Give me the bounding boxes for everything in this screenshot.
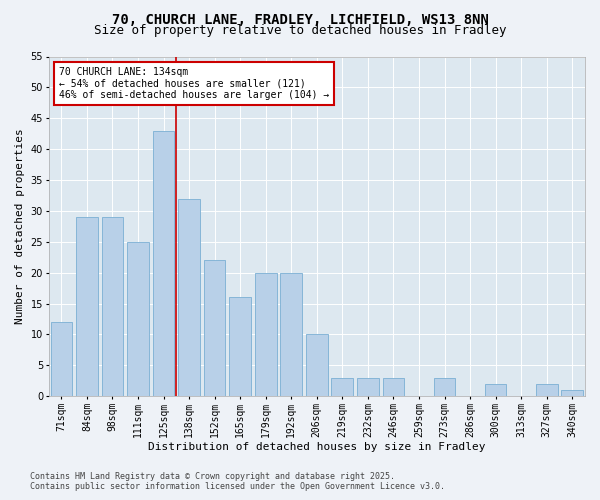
Y-axis label: Number of detached properties: Number of detached properties [15,128,25,324]
Text: 70, CHURCH LANE, FRADLEY, LICHFIELD, WS13 8NN: 70, CHURCH LANE, FRADLEY, LICHFIELD, WS1… [112,12,488,26]
Bar [152,130,175,396]
Bar [280,272,302,396]
Bar [255,272,277,396]
Bar [178,198,200,396]
Bar [536,384,557,396]
Bar [127,242,149,396]
Bar [331,378,353,396]
Bar [434,378,455,396]
Text: Size of property relative to detached houses in Fradley: Size of property relative to detached ho… [94,24,506,37]
Bar [383,378,404,396]
Bar [357,378,379,396]
Bar [485,384,506,396]
Bar [204,260,226,396]
Bar [229,298,251,396]
Bar [306,334,328,396]
Text: 70 CHURCH LANE: 134sqm
← 54% of detached houses are smaller (121)
46% of semi-de: 70 CHURCH LANE: 134sqm ← 54% of detached… [59,66,329,100]
Bar [101,217,124,396]
X-axis label: Distribution of detached houses by size in Fradley: Distribution of detached houses by size … [148,442,485,452]
Bar [50,322,72,396]
Bar [562,390,583,396]
Bar [76,217,98,396]
Text: Contains HM Land Registry data © Crown copyright and database right 2025.
Contai: Contains HM Land Registry data © Crown c… [30,472,445,491]
